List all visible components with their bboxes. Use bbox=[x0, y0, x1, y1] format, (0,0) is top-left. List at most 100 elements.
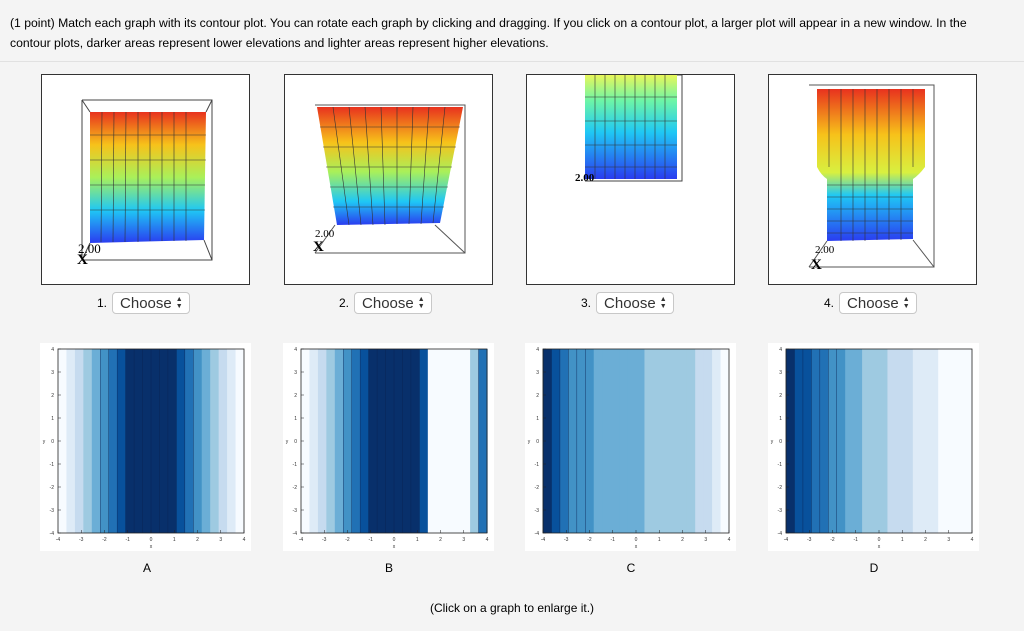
contour-band bbox=[593, 349, 603, 533]
contour-band bbox=[74, 349, 84, 533]
select-value: Choose bbox=[604, 294, 656, 312]
contour-band bbox=[636, 349, 646, 533]
contour-band bbox=[559, 349, 569, 533]
graph-1[interactable]: 2.00 X bbox=[41, 74, 250, 285]
y-tick-label: -1 bbox=[535, 462, 540, 468]
axis-label: 2.00 bbox=[815, 244, 835, 256]
contour-plot-a[interactable]: 4 3 2 1 0 -1 -2 -3 -4 -4 -3 -2 -1 0 1 2 3 4 x y bbox=[40, 343, 251, 551]
contour-band bbox=[385, 349, 395, 533]
x-tick-label: 0 bbox=[393, 537, 396, 543]
x-tick-label: -2 bbox=[345, 537, 350, 543]
y-tick-label: 0 bbox=[536, 439, 539, 445]
contour-band bbox=[193, 349, 203, 533]
contour-band bbox=[326, 349, 336, 533]
contour-band bbox=[703, 349, 713, 533]
contour-band bbox=[410, 349, 420, 533]
choose-select-1[interactable]: Choose ▲ ▼ bbox=[112, 292, 190, 314]
contour-band bbox=[819, 349, 829, 533]
y-tick-label: -3 bbox=[778, 508, 783, 514]
contour-band bbox=[669, 349, 679, 533]
contour-band bbox=[66, 349, 76, 533]
x-tick-label: 3 bbox=[219, 537, 222, 543]
y-tick-label: 4 bbox=[51, 347, 54, 353]
contour-band bbox=[368, 349, 378, 533]
contour-band bbox=[159, 349, 169, 533]
updown-arrows-icon: ▲ ▼ bbox=[417, 296, 425, 310]
y-tick-label: 3 bbox=[51, 370, 54, 376]
contour-band bbox=[585, 349, 595, 533]
contour-band bbox=[478, 349, 488, 533]
contour-letter: C bbox=[626, 561, 636, 575]
graph-3[interactable]: 2.00 bbox=[526, 74, 735, 285]
contour-band bbox=[377, 349, 387, 533]
contour-band bbox=[576, 349, 586, 533]
y-tick-label: 2 bbox=[294, 393, 297, 399]
updown-arrows-icon: ▲ ▼ bbox=[902, 296, 910, 310]
y-tick-label: 0 bbox=[51, 439, 54, 445]
contour-band bbox=[227, 349, 237, 533]
contour-letter: A bbox=[142, 561, 151, 575]
y-tick-label: 4 bbox=[294, 347, 297, 353]
contour-band bbox=[551, 349, 561, 533]
graph-number: 3. bbox=[581, 296, 592, 310]
choose-select-4[interactable]: Choose ▲ ▼ bbox=[839, 292, 917, 314]
y-tick-label: 2 bbox=[51, 393, 54, 399]
x-tick-label: -3 bbox=[807, 537, 812, 543]
contour-band bbox=[938, 349, 948, 533]
enlarge-hint: (Click on a graph to enlarge it.) bbox=[429, 601, 595, 615]
contour-band bbox=[184, 349, 194, 533]
contour-band bbox=[802, 349, 812, 533]
contour-band bbox=[218, 349, 228, 533]
contour-band bbox=[470, 349, 480, 533]
contour-letter: D bbox=[869, 561, 879, 575]
graph-4[interactable]: 2.00 X bbox=[768, 74, 977, 285]
contour-plot-c[interactable]: 4 3 2 1 0 -1 -2 -3 -4 -4 -3 -2 -1 0 1 2 3 4 x y bbox=[525, 343, 736, 551]
y-tick-label: 1 bbox=[294, 416, 297, 422]
contour-band bbox=[887, 349, 897, 533]
contour-band bbox=[317, 349, 327, 533]
contour-band bbox=[929, 349, 939, 533]
contour-plot-d[interactable]: 4 3 2 1 0 -1 -2 -3 -4 -4 -3 -2 -1 0 1 2 3 4 x y bbox=[768, 343, 979, 551]
contour-band bbox=[678, 349, 688, 533]
contour-band bbox=[946, 349, 956, 533]
answer-2: 2. Choose ▲ ▼ bbox=[339, 291, 432, 315]
divider bbox=[0, 61, 1024, 62]
contour-band bbox=[334, 349, 344, 533]
contour-band bbox=[134, 349, 144, 533]
graph-number: 1. bbox=[97, 296, 108, 310]
answer-4: 4. Choose ▲ ▼ bbox=[824, 291, 917, 315]
contour-band bbox=[394, 349, 404, 533]
y-tick-label: -4 bbox=[50, 531, 55, 537]
contour-band bbox=[108, 349, 118, 533]
x-tick-label: 2 bbox=[924, 537, 927, 543]
svg-text:X: X bbox=[811, 257, 822, 273]
y-tick-label: 3 bbox=[779, 370, 782, 376]
contour-band bbox=[444, 349, 454, 533]
axis-label: 2.00 bbox=[315, 228, 335, 240]
y-tick-label: 3 bbox=[294, 370, 297, 376]
graph-2[interactable]: 2.00 X bbox=[284, 74, 493, 285]
contour-plot-b[interactable]: 4 3 2 1 0 -1 -2 -3 -4 -4 -3 -2 -1 0 1 2 3 4 x y bbox=[283, 343, 494, 551]
x-axis-label: x bbox=[878, 544, 881, 550]
contour-band bbox=[794, 349, 804, 533]
contour-band bbox=[912, 349, 922, 533]
contour-band bbox=[142, 349, 152, 533]
contour-band bbox=[343, 349, 353, 533]
y-axis-label: y bbox=[43, 439, 46, 445]
contour-band bbox=[811, 349, 821, 533]
contour-band bbox=[461, 349, 471, 533]
x-tick-label: -1 bbox=[611, 537, 616, 543]
x-tick-label: -2 bbox=[587, 537, 592, 543]
x-tick-label: 3 bbox=[704, 537, 707, 543]
x-axis-label: x bbox=[150, 544, 153, 550]
y-tick-label: -3 bbox=[535, 508, 540, 514]
choose-select-2[interactable]: Choose ▲ ▼ bbox=[354, 292, 432, 314]
x-tick-label: 0 bbox=[635, 537, 638, 543]
contour-band bbox=[619, 349, 629, 533]
contour-band bbox=[828, 349, 838, 533]
y-tick-label: 3 bbox=[536, 370, 539, 376]
y-tick-label: -1 bbox=[50, 462, 55, 468]
choose-select-3[interactable]: Choose ▲ ▼ bbox=[596, 292, 674, 314]
contour-band bbox=[955, 349, 965, 533]
x-tick-label: -1 bbox=[126, 537, 131, 543]
